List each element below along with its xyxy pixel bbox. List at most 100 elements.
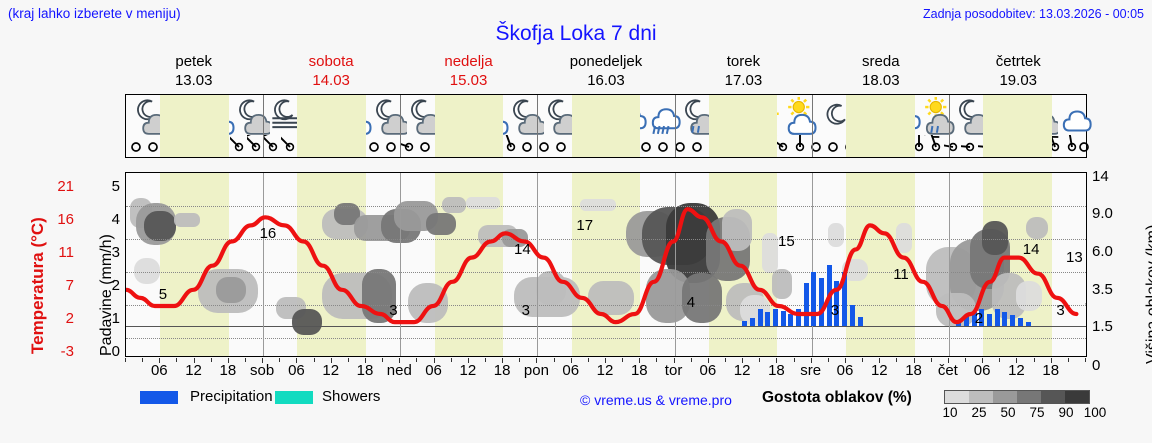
time-tick-minor <box>245 358 246 362</box>
gridline-h <box>126 338 1086 339</box>
time-tick-minor <box>142 358 144 362</box>
daylight-band-5 <box>846 95 915 157</box>
wind-calm-icon <box>519 135 549 159</box>
cloud-scale-label: 75 <box>1029 405 1045 420</box>
day-date: 13.03 <box>174 72 213 89</box>
time-tick-minor <box>776 358 778 362</box>
time-tick-minor <box>930 358 932 362</box>
wind-calm-icon <box>638 135 668 159</box>
temp-label: 17 <box>576 217 594 235</box>
legend-row: Precipitation Showers <box>0 388 1152 428</box>
time-tick-minor <box>999 358 1001 362</box>
time-tick-minor <box>433 358 435 362</box>
cloud-density-scale <box>944 390 1090 404</box>
wind-calm-icon <box>536 135 566 159</box>
gridline-v <box>674 173 676 356</box>
temp-label: 14 <box>1022 241 1040 259</box>
precip-bar <box>796 309 802 326</box>
precip-bar <box>780 310 786 326</box>
day-name: sreda <box>862 53 900 70</box>
precipitation-tick: 4 <box>111 211 120 228</box>
day-header-row: petek 13.03 sobota 14.03 nedelja 15.03 ponedel… <box>125 52 1087 92</box>
temp-label: 14 <box>514 241 531 259</box>
copyright-link[interactable]: © vreme.us & vreme.pro <box>580 392 732 408</box>
time-tick-label: sob <box>250 362 275 379</box>
cloud-blob <box>982 221 1008 255</box>
time-tick-label: 18 <box>356 362 374 379</box>
time-tick-minor <box>193 358 195 362</box>
moon-cloud-icon <box>373 97 410 135</box>
temperature-axis-title: Temperatura (°C) <box>4 176 47 356</box>
time-tick-minor <box>656 358 658 362</box>
cloud-blob <box>1016 281 1042 311</box>
gridline-h <box>126 305 1086 306</box>
time-tick-minor <box>1067 358 1069 362</box>
precipitation-tick: 2 <box>111 277 120 294</box>
cloud-scale-step-1 <box>969 391 993 403</box>
temp-label: 16 <box>259 225 277 243</box>
showers-legend-label: Showers <box>322 388 381 405</box>
time-tick-minor <box>485 358 486 362</box>
gridline-h <box>126 272 1086 273</box>
time-tick-label: ned <box>386 362 412 379</box>
time-tick-minor <box>947 358 949 362</box>
cloud-blob <box>762 233 778 273</box>
daylight-band-1 <box>297 95 366 157</box>
showers-legend-swatch <box>275 391 313 404</box>
cloud-scale-step-4 <box>1041 391 1065 403</box>
time-tick-label: 06 <box>973 362 991 379</box>
wind-barb-icon <box>791 132 821 159</box>
cloud-blob <box>580 199 616 211</box>
cloud-scale-step-5 <box>1065 391 1089 403</box>
weather-icon-panel <box>125 94 1092 159</box>
cloud-blob <box>216 277 246 303</box>
cloud-scale-label: 25 <box>971 405 987 420</box>
day-name: torek <box>726 53 761 70</box>
time-tick-minor <box>313 358 315 362</box>
temperature-tick: 11 <box>58 244 74 261</box>
precip-bar <box>1002 312 1008 326</box>
time-tick-minor <box>502 358 504 362</box>
time-tick-minor <box>450 358 452 362</box>
time-axis: 06 12 18 sob 06 12 18 ned 06 12 18 pon 06 12 18 tor 06 12… <box>125 358 1087 380</box>
temperature-tick: -3 <box>60 343 74 360</box>
precip-bar <box>750 318 755 326</box>
precip-bar <box>979 309 985 326</box>
daylight-band-6 <box>983 95 1052 157</box>
temp-label: 2 <box>974 310 984 328</box>
wind-calm-icon <box>1076 135 1106 159</box>
day-header-6: četrtek 19.03 <box>950 52 1087 92</box>
time-tick-label: 12 <box>870 362 888 379</box>
day-separator-4 <box>674 95 676 157</box>
cloud-blob <box>334 203 360 225</box>
time-tick-minor <box>982 358 984 362</box>
time-tick-label: 06 <box>836 362 854 379</box>
gridline-v <box>400 173 402 356</box>
time-tick-label: sre <box>800 362 822 379</box>
temp-label: 13 <box>1066 249 1083 267</box>
precip-bar <box>971 312 977 326</box>
day-header-0: petek 13.03 <box>125 52 262 92</box>
time-tick-minor <box>262 358 264 362</box>
time-tick-minor <box>1033 358 1035 362</box>
time-tick-label: 12 <box>459 362 477 379</box>
temp-label: 11 <box>893 265 909 283</box>
time-tick-minor <box>827 358 829 362</box>
daylight-band-3 <box>571 95 641 157</box>
moon-cloud-icon <box>510 97 547 135</box>
cloud-scale-label: 50 <box>1000 405 1016 420</box>
time-tick-minor <box>605 358 606 362</box>
time-tick-label: tor <box>664 362 683 379</box>
precipitation-tick: 1 <box>111 310 120 327</box>
moon-fog-icon <box>271 97 305 133</box>
day-separator-2 <box>400 95 402 157</box>
precip-bar <box>987 313 993 326</box>
precipitation-bars <box>126 173 1086 356</box>
day-date: 19.03 <box>999 72 1038 89</box>
day-date: 18.03 <box>862 72 900 89</box>
time-tick-minor <box>125 358 126 362</box>
menu-hint-text: (kraj lahko izberete v meniju) <box>8 6 181 21</box>
day-date: 17.03 <box>724 72 763 89</box>
day-header-5: sreda 18.03 <box>812 52 949 92</box>
time-tick-minor <box>210 358 212 362</box>
